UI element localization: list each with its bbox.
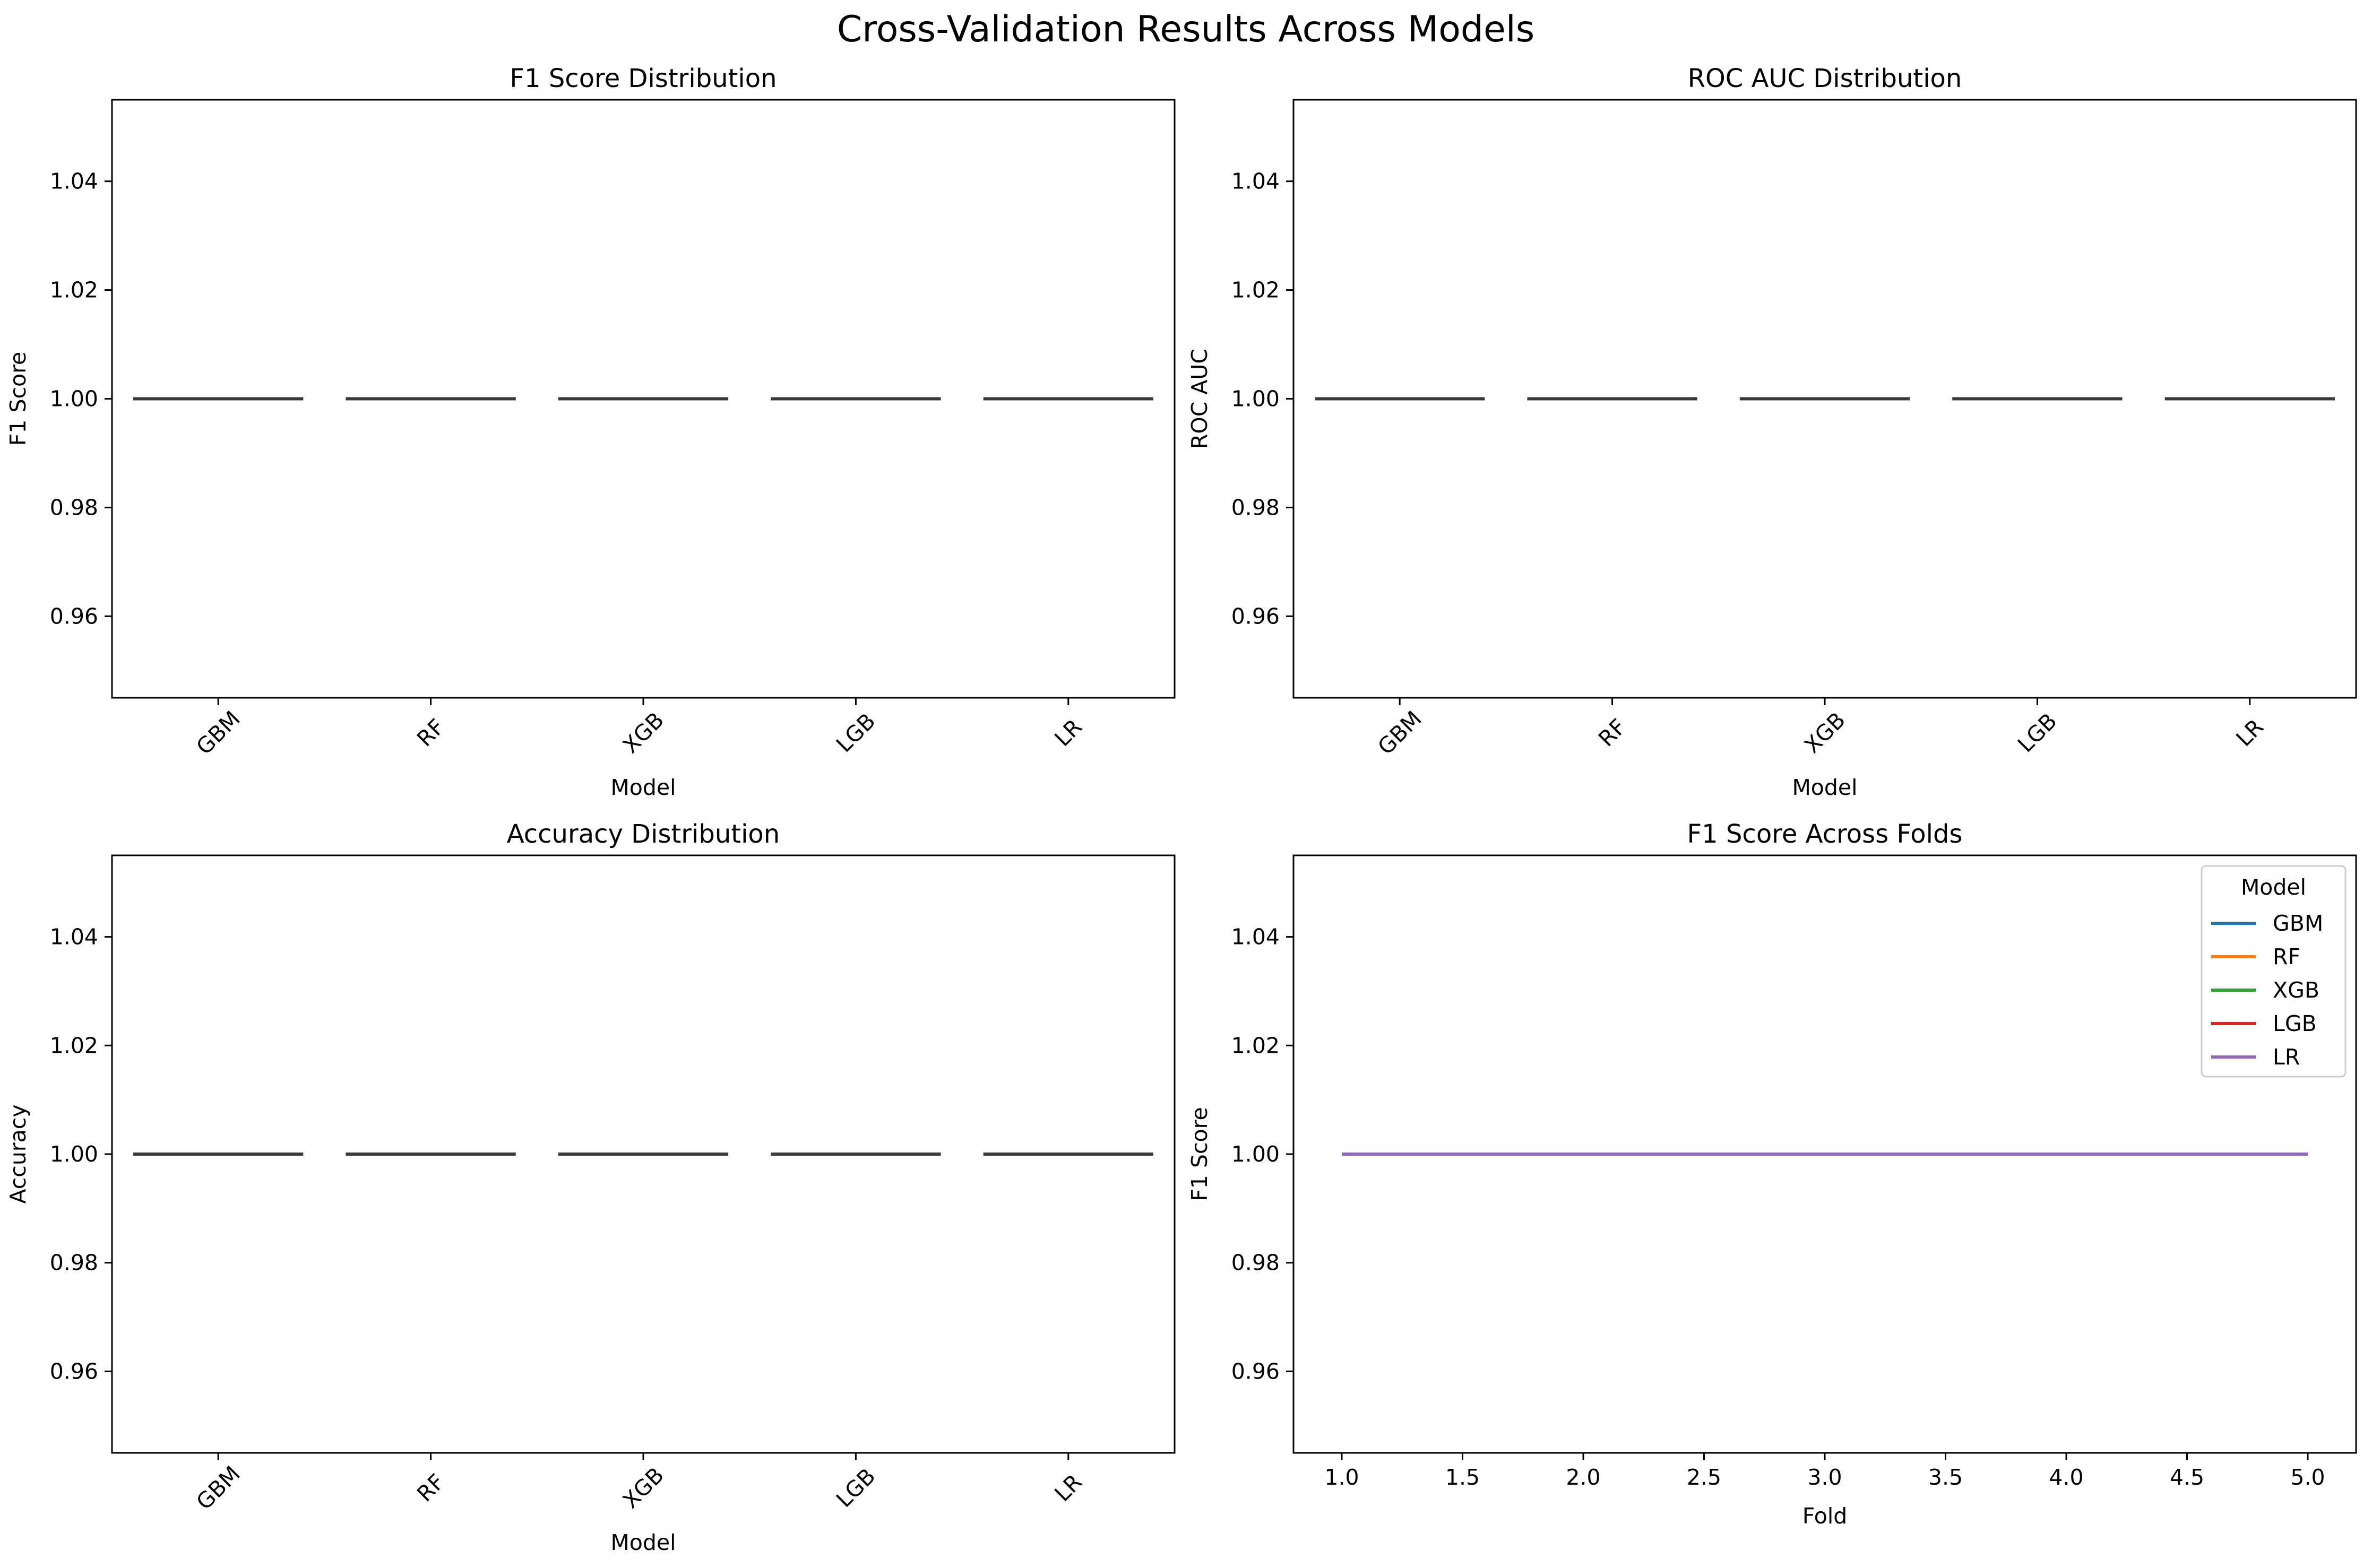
x-tick-label: 5.0	[2290, 1465, 2325, 1490]
y-axis-label: F1 Score	[5, 352, 31, 446]
x-tick-label: 1.0	[1324, 1465, 1359, 1490]
y-tick-label: 0.98	[50, 1250, 98, 1276]
legend-label: RF	[2273, 944, 2300, 969]
legend-label: XGB	[2273, 977, 2319, 1003]
x-axis-label: Model	[610, 775, 676, 800]
panel-title: Accuracy Distribution	[507, 819, 780, 849]
axes-frame	[1292, 99, 2357, 699]
y-tick-label: 0.96	[1231, 603, 1280, 629]
x-axis-label: Model	[610, 1530, 676, 1555]
y-tick-label: 1.00	[1231, 1141, 1280, 1167]
y-tick-label: 0.96	[1231, 1358, 1280, 1384]
x-tick-label: 2.5	[1687, 1465, 1721, 1490]
y-tick-label: 0.96	[50, 1358, 98, 1384]
legend-label: LGB	[2273, 1011, 2317, 1036]
axes-frame	[111, 854, 1176, 1454]
y-tick-label: 1.02	[50, 1033, 98, 1058]
axes-frame	[111, 99, 1176, 699]
y-tick-label: 1.02	[50, 278, 98, 303]
chart-panel-4: F1 Score Across Folds 0.96 0.98 1.00 1.02 1.0…	[1187, 819, 2357, 1529]
y-tick-label: 1.02	[1231, 278, 1280, 303]
legend: Model GBM RF XGB LGB LR	[2201, 865, 2347, 1078]
axes-frame	[1292, 854, 2357, 1454]
y-axis-label: ROC AUC	[1187, 349, 1212, 449]
legend-label: GBM	[2273, 911, 2323, 936]
y-tick-label: 1.00	[50, 1141, 98, 1167]
y-tick-label: 1.04	[50, 924, 98, 950]
x-tick-label: 1.5	[1445, 1465, 1480, 1490]
x-tick-label: 2.0	[1566, 1465, 1600, 1490]
y-tick-label: 0.96	[50, 603, 98, 629]
y-tick-label: 1.04	[1231, 169, 1280, 194]
y-tick-label: 1.00	[1231, 386, 1280, 412]
x-axis-label: Model	[1792, 775, 1857, 800]
panel-title: ROC AUC Distribution	[1688, 64, 1962, 93]
x-tick-label: 3.0	[1807, 1465, 1842, 1490]
y-tick-label: 1.04	[50, 169, 98, 194]
panel-title: F1 Score Distribution	[510, 64, 777, 93]
x-tick-label: 3.5	[1928, 1465, 1963, 1490]
legend-label: LR	[2273, 1044, 2300, 1070]
y-tick-label: 0.98	[1231, 1250, 1280, 1276]
y-tick-label: 1.02	[1231, 1033, 1280, 1058]
y-axis-label: Accuracy	[5, 1104, 31, 1203]
x-tick-label: 4.0	[2049, 1465, 2083, 1490]
y-tick-label: 0.98	[50, 495, 98, 520]
y-axis-label: F1 Score	[1187, 1107, 1212, 1201]
panel-title: F1 Score Across Folds	[1687, 819, 1963, 849]
x-tick-label: 4.5	[2170, 1465, 2204, 1490]
figure-title: Cross-Validation Results Across Models	[837, 8, 1534, 50]
y-tick-label: 0.98	[1231, 495, 1280, 520]
y-tick-label: 1.00	[50, 386, 98, 412]
y-tick-label: 1.04	[1231, 924, 1280, 950]
legend-title: Model	[2241, 874, 2306, 900]
x-axis-label: Fold	[1802, 1503, 1848, 1529]
